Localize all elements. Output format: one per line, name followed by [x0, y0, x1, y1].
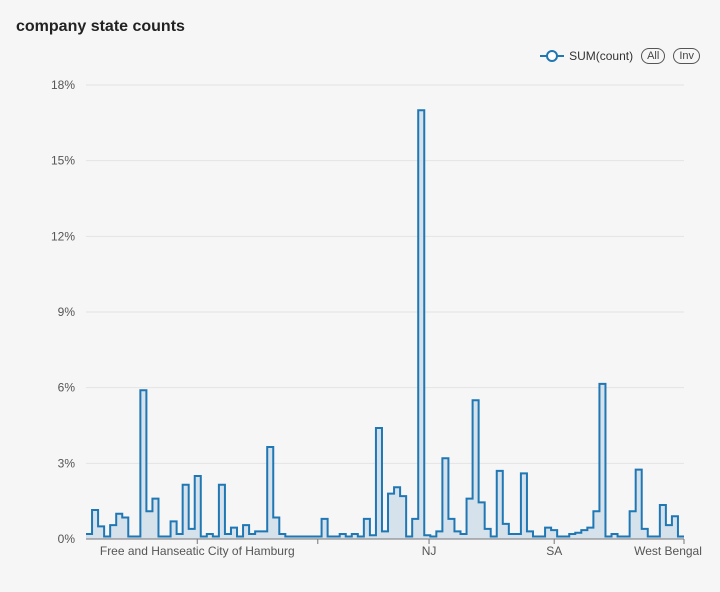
series-point — [424, 535, 430, 539]
series-line — [86, 109, 684, 538]
series-point — [140, 390, 146, 539]
series-point — [461, 534, 467, 539]
series-point — [467, 499, 473, 539]
series-point — [394, 487, 400, 539]
series-point — [177, 534, 183, 539]
legend-inv-button[interactable]: Inv — [673, 48, 700, 64]
series-point — [418, 110, 424, 539]
series-point — [261, 531, 267, 539]
series-point — [593, 511, 599, 539]
series-point — [666, 525, 672, 539]
series-point — [225, 534, 231, 539]
series-point — [448, 519, 454, 539]
series-point — [340, 534, 346, 539]
series-point — [515, 534, 521, 539]
series-point — [376, 428, 382, 539]
series-point — [479, 502, 485, 539]
series-point — [454, 531, 460, 539]
series-point — [231, 528, 237, 539]
y-tick-label: 12% — [51, 229, 75, 243]
series-point — [219, 485, 225, 539]
series-point — [352, 534, 358, 539]
series-point — [575, 533, 581, 539]
series-point — [581, 530, 587, 539]
grid-lines — [86, 84, 684, 540]
series-point — [497, 471, 503, 539]
series-point — [110, 525, 116, 539]
series-point — [545, 528, 551, 539]
series-point — [551, 530, 557, 539]
series-point — [473, 400, 479, 539]
series-point — [436, 531, 442, 539]
y-axis: 0% 3% 6% 9% 12% 15% 18% — [51, 78, 75, 546]
series-point — [183, 485, 189, 539]
series-point — [207, 534, 213, 539]
series-point — [660, 505, 666, 539]
x-axis: Free and Hanseatic City of Hamburg NJ SA We… — [86, 538, 702, 558]
series-point — [279, 534, 285, 539]
y-tick-label: 18% — [51, 78, 75, 92]
series-point — [98, 526, 104, 539]
series-point — [388, 494, 394, 539]
series-point — [412, 519, 418, 539]
legend-all-button[interactable]: All — [641, 48, 666, 64]
series-point — [171, 521, 177, 539]
series-point — [86, 534, 92, 539]
series-point — [400, 496, 406, 539]
series-point — [370, 535, 376, 539]
series-point — [636, 470, 642, 539]
series-point — [382, 531, 388, 539]
series-point — [509, 534, 515, 539]
series-point — [485, 529, 491, 539]
y-tick-label: 9% — [58, 305, 76, 319]
chart-title: company state counts — [16, 18, 185, 35]
x-tick-label: NJ — [422, 544, 437, 558]
series-point — [503, 524, 509, 539]
series-point — [255, 531, 261, 539]
series-point — [152, 499, 158, 539]
series-point — [642, 529, 648, 539]
series-point — [527, 531, 533, 539]
series-point — [116, 514, 122, 539]
series-point — [599, 384, 605, 539]
series-area — [86, 110, 684, 539]
series-point — [122, 518, 128, 539]
series-point — [267, 447, 273, 539]
series-point — [630, 511, 636, 539]
x-tick-label: SA — [546, 544, 562, 558]
x-tick-label: West Bengal — [634, 544, 702, 558]
circle-marker-icon — [540, 50, 565, 62]
legend: SUM(count) All Inv — [540, 48, 700, 64]
series-point — [146, 511, 152, 539]
series-point — [273, 518, 279, 539]
series-point — [243, 525, 249, 539]
series-point — [322, 519, 328, 539]
legend-series-label: SUM(count) — [569, 49, 634, 63]
series-point — [189, 529, 195, 539]
y-tick-label: 3% — [58, 456, 76, 470]
series-point — [569, 534, 575, 539]
x-tick-label: Free and Hanseatic City of Hamburg — [100, 544, 295, 558]
y-tick-label: 15% — [51, 154, 75, 168]
series-point — [364, 519, 370, 539]
legend-item-sum-count[interactable]: SUM(count) — [540, 49, 633, 63]
series-point — [92, 510, 98, 539]
series-point — [521, 473, 527, 539]
y-tick-label: 6% — [58, 381, 76, 395]
series-point — [195, 476, 201, 539]
series-point — [587, 528, 593, 539]
series-point — [672, 516, 678, 539]
series-point — [442, 458, 448, 539]
series-point — [249, 534, 255, 539]
series-points — [86, 110, 684, 539]
y-tick-label: 0% — [58, 532, 76, 546]
series-point — [612, 534, 618, 539]
